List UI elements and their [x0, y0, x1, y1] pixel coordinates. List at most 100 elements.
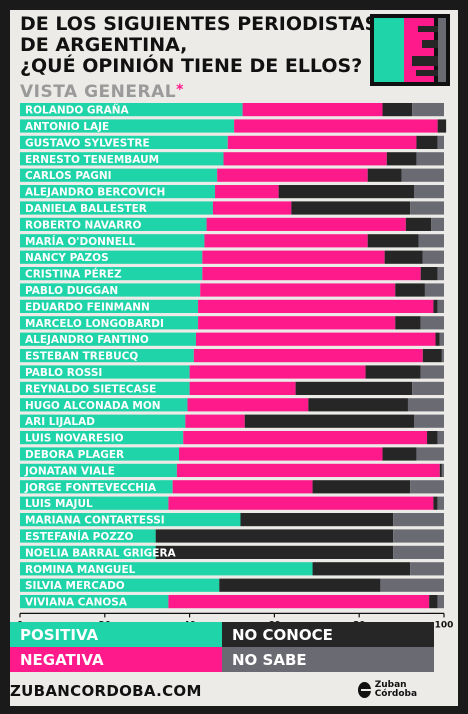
bar-no-sabe-26	[393, 529, 444, 543]
subtitle-text: VISTA GENERAL	[20, 82, 177, 102]
bar-no-conoce-30	[429, 595, 438, 609]
bar-label-30: VIVIANA CANOSA	[25, 597, 128, 609]
bar-no-sabe-17	[412, 381, 444, 395]
footer-site: ZUBANCORDOBA.COM	[10, 682, 202, 700]
bar-label-14: ALEJANDRO FANTINO	[25, 334, 149, 346]
title-line-1: DE LOS SIGUIENTES PERIODISTAS	[20, 13, 379, 35]
bar-no-sabe-23	[410, 480, 444, 494]
bar-label-11: PABLO DUGGAN	[25, 285, 118, 297]
bar-no-conoce-10	[420, 267, 438, 281]
bar-label-1: ANTONIO LAJE	[25, 121, 109, 133]
bar-negativa-18	[187, 398, 309, 412]
bar-no-conoce-13	[395, 316, 421, 330]
bar-no-sabe-24	[437, 496, 444, 510]
bar-no-conoce-17	[295, 381, 413, 395]
bar-negativa-14	[195, 332, 436, 346]
bar-positiva-20	[20, 431, 184, 445]
bar-no-sabe-15	[441, 349, 444, 363]
overview-thumbnail	[370, 14, 450, 86]
bar-no-conoce-20	[427, 431, 438, 445]
bar-no-sabe-13	[420, 316, 444, 330]
bar-no-conoce-1	[437, 119, 447, 133]
bar-no-sabe-21	[416, 447, 444, 461]
bar-no-conoce-6	[291, 201, 411, 215]
bar-negativa-1	[234, 119, 438, 133]
brand-icon	[358, 682, 371, 698]
bar-positiva-19	[20, 414, 186, 428]
bar-no-sabe-10	[437, 267, 444, 281]
bar-label-27: NOELIA BARRAL GRIGERA	[25, 547, 177, 559]
bar-positiva-18	[20, 398, 188, 412]
x-tick-label-5: 100	[435, 620, 454, 630]
bar-negativa-5	[215, 185, 279, 199]
bar-positiva-29	[20, 578, 220, 592]
bar-negativa-13	[198, 316, 396, 330]
bar-negativa-23	[172, 480, 313, 494]
bar-no-sabe-6	[410, 201, 444, 215]
bar-negativa-12	[198, 299, 434, 313]
bar-positiva-24	[20, 496, 169, 510]
bar-negativa-22	[176, 463, 440, 477]
legend-negativa: NEGATIVA	[10, 647, 222, 672]
bar-label-26: ESTEFANÍA POZZO	[25, 530, 133, 543]
bar-no-conoce-21	[382, 447, 417, 461]
bar-no-conoce-29	[219, 578, 381, 592]
bar-no-sabe-4	[401, 168, 444, 182]
bar-no-conoce-28	[312, 562, 411, 576]
bar-negativa-7	[206, 217, 406, 231]
bar-negativa-17	[189, 381, 296, 395]
bar-negativa-15	[193, 349, 423, 363]
title-line-2: DE ARGENTINA,	[20, 34, 188, 56]
bar-positiva-2	[20, 135, 228, 149]
bar-label-24: LUIS MAJUL	[25, 498, 93, 510]
bar-label-12: EDUARDO FEINMANN	[25, 301, 150, 313]
bar-no-sabe-28	[410, 562, 444, 576]
bar-negativa-20	[183, 431, 428, 445]
bar-label-29: SILVIA MERCADO	[25, 580, 125, 592]
bar-label-13: MARCELO LONGOBARDI	[25, 318, 164, 330]
chart-subtitle: VISTA GENERAL*	[20, 82, 184, 102]
bar-no-sabe-16	[420, 365, 444, 379]
bar-no-conoce-14	[435, 332, 440, 346]
bar-no-conoce-12	[433, 299, 438, 313]
brand-name: Zuban Córdoba	[374, 680, 418, 699]
bar-negativa-6	[212, 201, 292, 215]
bar-no-sabe-27	[393, 545, 444, 559]
bar-positiva-8	[20, 234, 205, 248]
bar-label-22: JONATAN VIALE	[24, 465, 115, 477]
bar-no-sabe-7	[431, 217, 444, 231]
bar-no-conoce-24	[433, 496, 438, 510]
legend-no-sabe: NO SABE	[222, 647, 434, 672]
bar-no-sabe-3	[416, 152, 444, 166]
bar-no-conoce-25	[240, 513, 394, 527]
bar-positiva-10	[20, 267, 203, 281]
bar-no-conoce-4	[367, 168, 402, 182]
bar-no-conoce-9	[384, 250, 423, 264]
bar-positiva-25	[20, 513, 241, 527]
bar-positiva-14	[20, 332, 196, 346]
bar-label-17: REYNALDO SIETECASE	[25, 383, 156, 395]
bar-positiva-3	[20, 152, 224, 166]
bar-negativa-30	[168, 595, 430, 609]
bar-no-conoce-7	[405, 217, 432, 231]
bar-negativa-11	[200, 283, 396, 297]
bar-no-conoce-16	[365, 365, 421, 379]
bar-no-sabe-29	[380, 578, 444, 592]
bar-negativa-24	[168, 496, 434, 510]
bar-no-sabe-18	[407, 398, 444, 412]
bar-positiva-5	[20, 185, 216, 199]
bar-label-2: GUSTAVO SYLVESTRE	[25, 137, 150, 149]
bar-no-sabe-2	[437, 135, 444, 149]
bar-no-conoce-0	[382, 103, 413, 117]
bar-negativa-9	[202, 250, 385, 264]
bar-positiva-13	[20, 316, 199, 330]
bar-positiva-4	[20, 168, 218, 182]
bar-no-sabe-9	[422, 250, 444, 264]
bar-positiva-9	[20, 250, 203, 264]
bar-positiva-15	[20, 349, 194, 363]
bar-no-conoce-22	[439, 463, 442, 477]
legend: POSITIVA NO CONOCE NEGATIVA NO SABE	[10, 622, 434, 672]
bar-no-sabe-25	[393, 513, 444, 527]
bar-positiva-6	[20, 201, 213, 215]
bar-no-conoce-15	[422, 349, 442, 363]
